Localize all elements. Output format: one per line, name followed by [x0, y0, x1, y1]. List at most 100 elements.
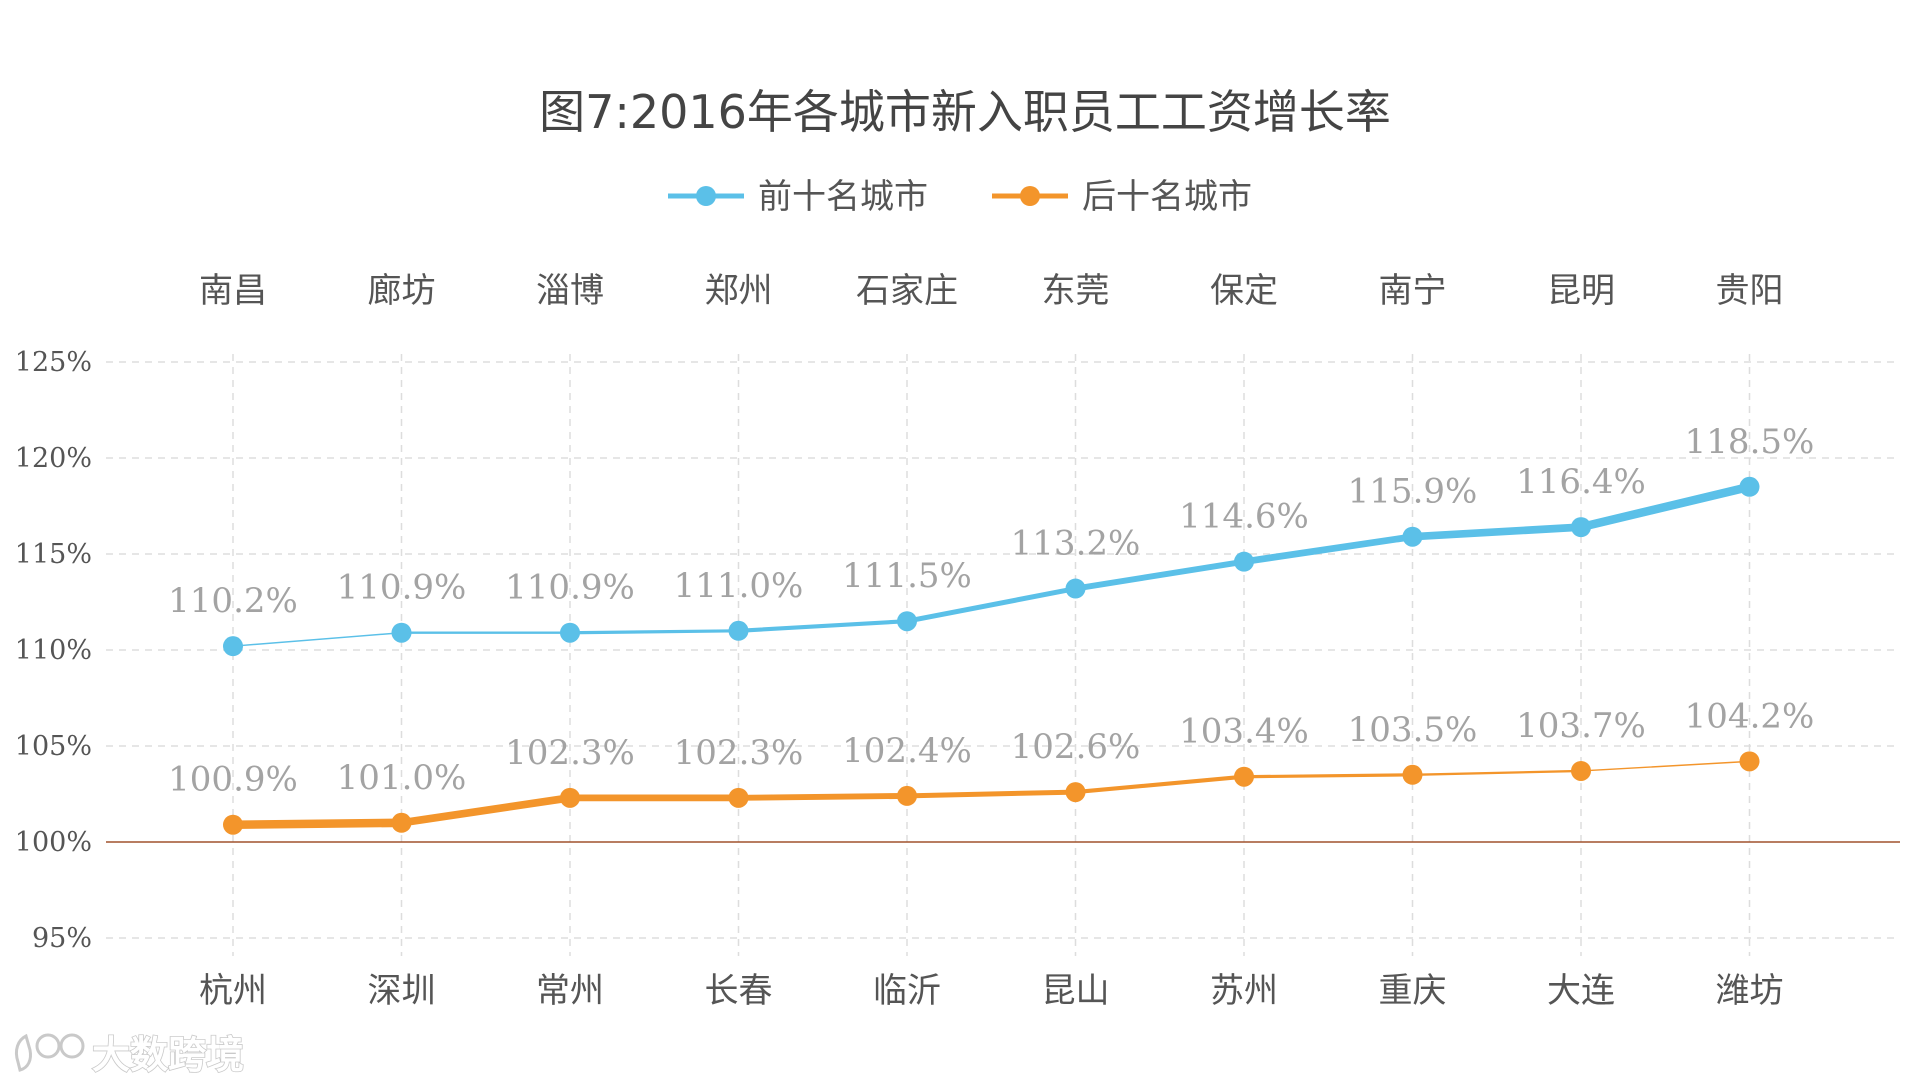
data-label: 115.9% [1348, 472, 1478, 512]
data-point [1739, 476, 1760, 497]
y-tick-label: 125% [15, 347, 92, 378]
data-point [560, 787, 580, 808]
data-label: 100.9% [168, 760, 298, 800]
series-segment [1411, 769, 1583, 776]
data-label: 104.2% [1685, 696, 1815, 736]
chart-title: 图7:2016年各城市新入职员工工资增长率 [539, 85, 1391, 139]
series-bottom10 [223, 751, 1760, 835]
series-segment [904, 586, 1078, 624]
y-tick-label: 115% [15, 539, 92, 570]
top-category-label: 昆明 [1547, 271, 1615, 311]
data-labels: 110.2% 110.9% 110.9% 111.0% 111.5% 113.2% 114.… [168, 422, 1814, 800]
legend-marker-bottom10 [1020, 186, 1040, 206]
legend-label-bottom10: 后十名城市 [1082, 177, 1252, 217]
data-label: 111.0% [674, 566, 804, 606]
plot-grid [106, 354, 1900, 956]
data-point [1234, 766, 1254, 787]
data-label: 110.2% [168, 581, 298, 621]
data-label: 103.5% [1348, 710, 1478, 750]
data-label: 110.9% [505, 568, 635, 608]
bottom-category-label: 长春 [705, 971, 773, 1011]
data-point [560, 622, 580, 643]
data-point [728, 787, 749, 808]
series-segment [228, 818, 406, 829]
bottom-category-label: 临沂 [873, 971, 941, 1011]
data-point [1402, 764, 1423, 785]
series-segment [904, 789, 1078, 799]
top-category-label: 淄博 [536, 271, 604, 311]
data-point [1739, 751, 1760, 772]
data-point [897, 785, 917, 806]
series-segment [1580, 760, 1751, 772]
bottom-category-label: 苏州 [1210, 971, 1278, 1011]
series-segment [1073, 774, 1247, 795]
data-point [391, 812, 412, 833]
series-segment [1240, 533, 1416, 566]
bottom-category-label: 杭州 [199, 971, 267, 1011]
data-point [1065, 782, 1086, 803]
legend-marker-top10 [696, 186, 716, 206]
bottom-category-label: 深圳 [368, 971, 436, 1011]
y-tick-label: 105% [15, 731, 92, 762]
bottom-category-label: 昆山 [1042, 971, 1110, 1011]
watermark-logo: 大数跨境 [14, 1032, 245, 1078]
bottom-category-label: 重庆 [1379, 971, 1447, 1011]
series-top10 [223, 476, 1760, 657]
data-label: 102.3% [674, 733, 804, 773]
series-segment [735, 792, 910, 801]
data-point [728, 620, 749, 641]
data-point [897, 611, 917, 632]
data-label: 101.0% [337, 758, 467, 798]
bottom-category-label: 大连 [1547, 971, 1615, 1011]
top-category-label: 南宁 [1379, 271, 1447, 311]
y-tick-label: 100% [15, 827, 92, 858]
series-lines [223, 476, 1760, 835]
data-point [1234, 551, 1254, 572]
top-category-label: 保定 [1210, 271, 1278, 311]
y-tick-label: 110% [15, 635, 92, 666]
data-point [391, 622, 412, 643]
series-segment [568, 629, 741, 635]
top-category-label: 南昌 [199, 271, 267, 311]
data-point [223, 814, 243, 835]
data-label: 113.2% [1011, 524, 1141, 564]
data-label: 116.4% [1516, 462, 1646, 502]
y-tick-label: 120% [15, 443, 92, 474]
data-label: 102.4% [842, 731, 972, 771]
top-category-label: 郑州 [705, 271, 773, 311]
series-segment [736, 619, 910, 633]
data-label: 103.4% [1179, 712, 1309, 752]
legend-label-top10: 前十名城市 [758, 177, 928, 217]
data-point [1402, 526, 1423, 547]
series-segment [232, 631, 403, 647]
data-point [1065, 578, 1086, 599]
watermark-icon [14, 1033, 85, 1072]
series-segment [1576, 482, 1754, 532]
watermark-text: 大数跨境 [92, 1033, 244, 1077]
bottom-category-label: 常州 [536, 971, 604, 1011]
top-category-label: 东莞 [1042, 271, 1110, 311]
bottom-category-label: 潍坊 [1716, 971, 1784, 1011]
top-category-label: 贵阳 [1716, 271, 1784, 311]
legend: 前十名城市 后十名城市 [668, 177, 1252, 217]
data-label: 111.5% [842, 556, 972, 596]
top-category-label: 廊坊 [368, 271, 436, 311]
data-label: 103.7% [1516, 706, 1646, 746]
series-segment [1242, 773, 1415, 779]
data-point [223, 636, 243, 657]
series-segment [1072, 558, 1247, 592]
data-label: 102.6% [1011, 727, 1141, 767]
series-segment [1408, 523, 1585, 541]
data-label: 102.3% [505, 733, 635, 773]
y-tick-label: 95% [32, 923, 92, 954]
series-segment [397, 794, 574, 827]
data-point [1571, 517, 1591, 538]
data-label: 118.5% [1685, 422, 1815, 462]
data-label: 114.6% [1179, 497, 1309, 537]
data-point [1571, 760, 1591, 781]
data-label: 110.9% [337, 568, 467, 608]
y-axis: 95% 100% 105% 110% 115% 120% 125% [15, 347, 92, 954]
top-category-label: 石家庄 [856, 271, 958, 311]
